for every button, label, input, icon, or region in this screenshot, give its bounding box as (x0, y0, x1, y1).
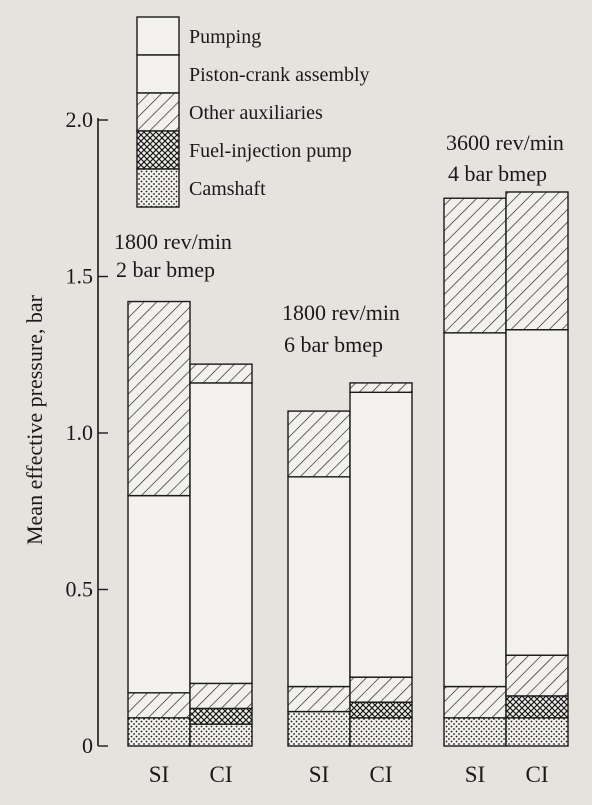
condition-label-load: 4 bar bmep (448, 161, 547, 186)
bar-segment-pumping (505, 191, 569, 331)
legend-label: Pumping (189, 26, 261, 48)
category-label: CI (370, 762, 393, 787)
category-label: CI (210, 762, 233, 787)
bar-segment-pumping (443, 197, 507, 334)
bars (127, 191, 569, 747)
bar-segment-camshaft (443, 717, 507, 747)
bar-segment-camshaft (287, 710, 351, 747)
y-tick-label: 0 (82, 733, 93, 758)
category-label: SI (465, 762, 485, 787)
bar-segment-other-auxiliaries (349, 676, 413, 703)
bar-segment-fuel-injection-pump (349, 701, 413, 719)
legend-swatch-fuel-injection-pump (136, 130, 180, 170)
y-tick-label: 0.5 (66, 577, 94, 602)
bar-segment-pumping (287, 410, 351, 478)
condition-label-speed: 1800 rev/min (282, 300, 400, 325)
bar-segment-pumping (127, 300, 191, 497)
legend-swatch-piston-crank-assembly (136, 54, 180, 94)
bar-segment-pumping (349, 382, 413, 394)
bar-segment-fuel-injection-pump (189, 707, 253, 725)
bar-segment-other-auxiliaries (443, 685, 507, 719)
legend-label: Piston-crank assembly (189, 64, 370, 86)
category-labels: SI CI 1800 rev/min 2 bar bmep SI CI 1800 rev/m… (114, 130, 564, 787)
y-tick-label: 2.0 (66, 107, 94, 132)
condition-label-load: 2 bar bmep (116, 257, 215, 282)
bar-segment-piston-crank-assembly (443, 332, 507, 688)
category-label: SI (309, 762, 329, 787)
legend-swatch-pumping (136, 16, 180, 56)
condition-label-speed: 1800 rev/min (114, 229, 232, 254)
bar-segment-other-auxiliaries (189, 682, 253, 710)
legend-label: Camshaft (189, 178, 266, 200)
legend-swatch-other-auxiliaries (136, 92, 180, 132)
bar-segment-piston-crank-assembly (349, 391, 413, 678)
bar-segment-piston-crank-assembly (189, 382, 253, 685)
legend-label: Fuel-injection pump (189, 140, 352, 162)
bar-segment-camshaft (505, 717, 569, 747)
bar-segment-other-auxiliaries (287, 685, 351, 713)
y-axis-title: Mean effective pressure, bar (22, 294, 47, 545)
bar-segment-camshaft (189, 723, 253, 747)
y-tick-label: 1.5 (66, 264, 94, 289)
category-label: CI (526, 762, 549, 787)
y-axis: 0 0.5 1.0 1.5 2.0 (66, 107, 108, 758)
legend-swatch-camshaft (136, 168, 180, 208)
bar-segment-piston-crank-assembly (127, 494, 191, 694)
bar-segment-other-auxiliaries (127, 692, 191, 719)
legend-label: Other auxiliaries (189, 102, 323, 124)
condition-label-load: 6 bar bmep (284, 332, 383, 357)
condition-label-speed: 3600 rev/min (446, 130, 564, 155)
bar-segment-camshaft (349, 717, 413, 747)
y-tick-label: 1.0 (66, 420, 94, 445)
bar-segment-piston-crank-assembly (287, 476, 351, 688)
bar-segment-pumping (189, 363, 253, 384)
bar-segment-fuel-injection-pump (505, 695, 569, 719)
legend: Pumping Piston-crank assembly Other auxili… (136, 16, 370, 208)
bar-segment-other-auxiliaries (505, 654, 569, 697)
bar-segment-piston-crank-assembly (505, 329, 569, 656)
bar-segment-camshaft (127, 717, 191, 747)
category-label: SI (149, 762, 169, 787)
